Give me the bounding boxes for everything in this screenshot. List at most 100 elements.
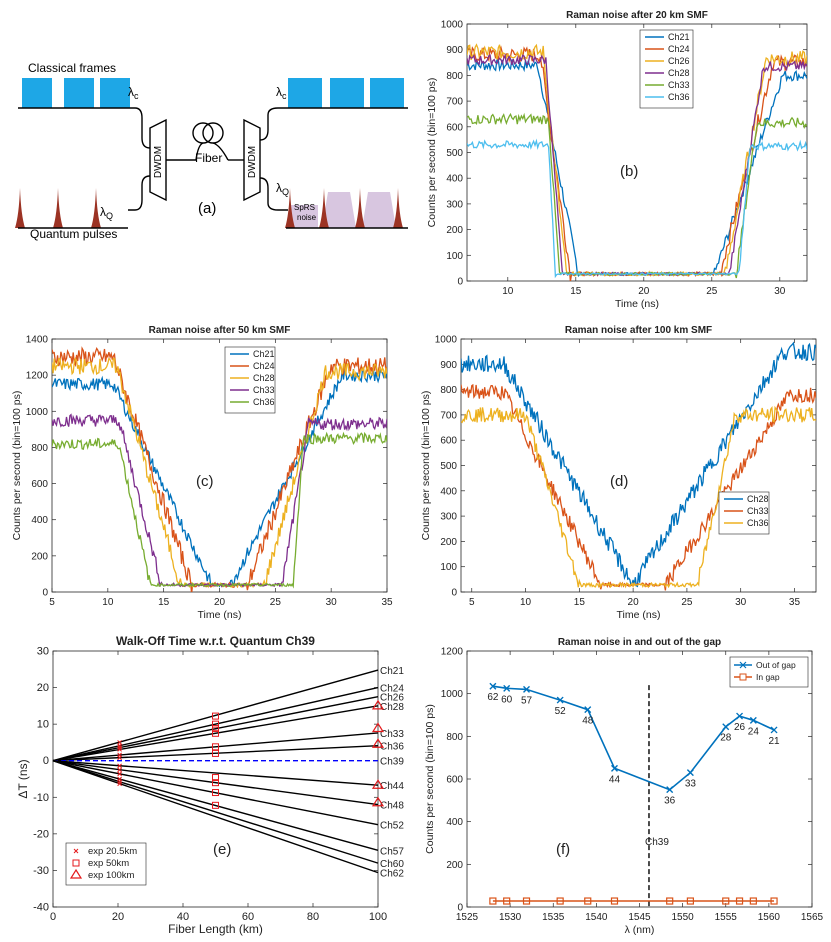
legend-box — [729, 656, 809, 688]
data-point-out-of-gap — [736, 712, 744, 720]
walkoff-line-ch44 — [52, 760, 379, 786]
channel-label-ch39: Ch39 — [380, 757, 404, 768]
channel-label-ch48: Ch48 — [380, 801, 404, 812]
y-tick-label: 20 — [37, 682, 49, 694]
classical-frame — [64, 78, 94, 108]
legend-entry-ch24: Ch24 — [668, 44, 690, 54]
y-tick-label: 800 — [31, 443, 48, 454]
legend-entry: exp 100km — [88, 870, 135, 881]
sprs-noise-region — [322, 192, 356, 228]
walkoff-line-ch52 — [52, 760, 379, 826]
x-tick-label: 30 — [326, 597, 338, 608]
chart-b-raman-20km: 10 15 20 25 30010020030040050060070080090010… — [426, 10, 808, 310]
x-tick-label: 100 — [369, 911, 387, 923]
legend-marker — [739, 673, 747, 681]
quantum-pulse — [319, 188, 329, 228]
legend-entry-ch24: Ch24 — [253, 361, 275, 371]
x-tick-label: 1540 — [585, 912, 608, 923]
y-tick-label: -20 — [33, 828, 49, 840]
x-tick-label: 20 — [638, 286, 650, 297]
data-point-out-of-gap — [666, 786, 674, 794]
series-line-ch21 — [52, 367, 387, 588]
sprs-label-line1: SpRS — [294, 203, 315, 212]
x-tick-label: 1560 — [758, 912, 781, 923]
y-tick-label: 100 — [440, 562, 457, 573]
legend-entry: In gap — [756, 672, 780, 682]
legend-box — [718, 491, 770, 535]
marker-exp-20km — [117, 743, 122, 749]
sprs-noise-region — [286, 205, 318, 228]
y-axis-label: Counts per second (bin=100 ps) — [11, 391, 23, 541]
walkoff-line-ch60 — [52, 760, 379, 864]
panel-label-c: (c) — [196, 473, 214, 490]
sprs-label-line2: noise — [297, 213, 317, 222]
y-tick-label: 200 — [446, 225, 463, 236]
lambda-c-path-left — [128, 107, 151, 149]
x-tick-label: 1535 — [542, 912, 565, 923]
y-tick-label: 500 — [440, 461, 457, 472]
y-tick-label: 1000 — [441, 20, 464, 31]
y-tick-label: 800 — [440, 385, 457, 396]
marker-exp-50km — [212, 779, 219, 787]
y-tick-label: -30 — [33, 865, 49, 877]
legend-box — [639, 29, 694, 109]
legend-entry-ch33: Ch33 — [253, 385, 275, 395]
chart-c-raman-50km: 5 10 15 20 25 30 35 0 200 400 600 800 1000 1200 1400 Ra… — [11, 325, 393, 621]
dwdm-demux-right — [243, 118, 261, 202]
y-axis-label: Counts per second (bin=100 ps) — [424, 704, 436, 854]
walkoff-line-ch26 — [52, 696, 379, 762]
data-point-in-gap — [556, 897, 564, 905]
legend-entry-ch26: Ch26 — [668, 56, 690, 66]
y-tick-label: 300 — [446, 199, 463, 210]
panel-label-f: (f) — [556, 841, 570, 858]
legend-marker-x — [73, 848, 79, 854]
walkoff-line-ch36 — [52, 745, 379, 762]
chart-title: Raman noise after 20 km SMF — [566, 10, 708, 21]
x-tick-label: 25 — [681, 597, 693, 608]
x-axis-label: Time (ns) — [615, 298, 659, 310]
panel-label-d: (d) — [610, 473, 628, 490]
x-tick-label: 35 — [381, 597, 393, 608]
x-tick-label: 5 — [469, 597, 475, 608]
x-tick-label: 15 — [574, 597, 586, 608]
quantum-pulses-label: Quantum pulses — [30, 227, 117, 241]
x-tick-label: 10 — [102, 597, 114, 608]
x-tick-label: 1565 — [801, 912, 824, 923]
walkoff-line-ch21 — [52, 669, 379, 762]
quantum-pulse — [15, 188, 25, 228]
channel-label-ch60: Ch60 — [380, 859, 404, 870]
y-tick-label: 400 — [446, 174, 463, 185]
sprs-noise-region — [362, 192, 396, 228]
marker-exp-50km — [212, 789, 219, 797]
data-label-ch60: 60 — [501, 694, 513, 705]
x-tick-label: 5 — [49, 597, 55, 608]
y-tick-label: 0 — [457, 903, 463, 914]
y-tick-label: 200 — [440, 537, 457, 548]
marker-exp-100km — [371, 738, 385, 748]
y-tick-label: 600 — [446, 122, 463, 133]
data-point-in-gap — [722, 897, 730, 905]
marker-exp-100km — [371, 722, 385, 733]
y-tick-label: 800 — [446, 71, 463, 82]
data-point-out-of-gap — [686, 769, 694, 777]
quantum-pulse — [91, 188, 101, 228]
quantum-pulses-right — [285, 188, 408, 229]
marker-exp-50km — [212, 749, 219, 757]
data-point-in-gap — [489, 897, 497, 905]
x-tick-label: 30 — [735, 597, 747, 608]
series-line-out-of-gap — [492, 685, 775, 791]
y-tick-label: 700 — [440, 410, 457, 421]
y-tick-label: 900 — [446, 45, 463, 56]
classical-frames-right — [288, 78, 408, 109]
x-axis-label: Time (ns) — [617, 609, 661, 621]
x-tick-label: 20 — [214, 597, 226, 608]
y-tick-label: 1000 — [441, 689, 464, 700]
series-line-ch36 — [461, 405, 816, 589]
y-axis-label: ΔT (ns) — [16, 759, 30, 798]
legend-marker — [739, 661, 747, 669]
x-tick-label: 1545 — [628, 912, 651, 923]
walkoff-line-ch28 — [52, 705, 379, 762]
y-tick-label: 1400 — [26, 335, 49, 346]
x-axis-label: Fiber Length (km) — [168, 922, 263, 936]
x-tick-label: 15 — [570, 286, 582, 297]
